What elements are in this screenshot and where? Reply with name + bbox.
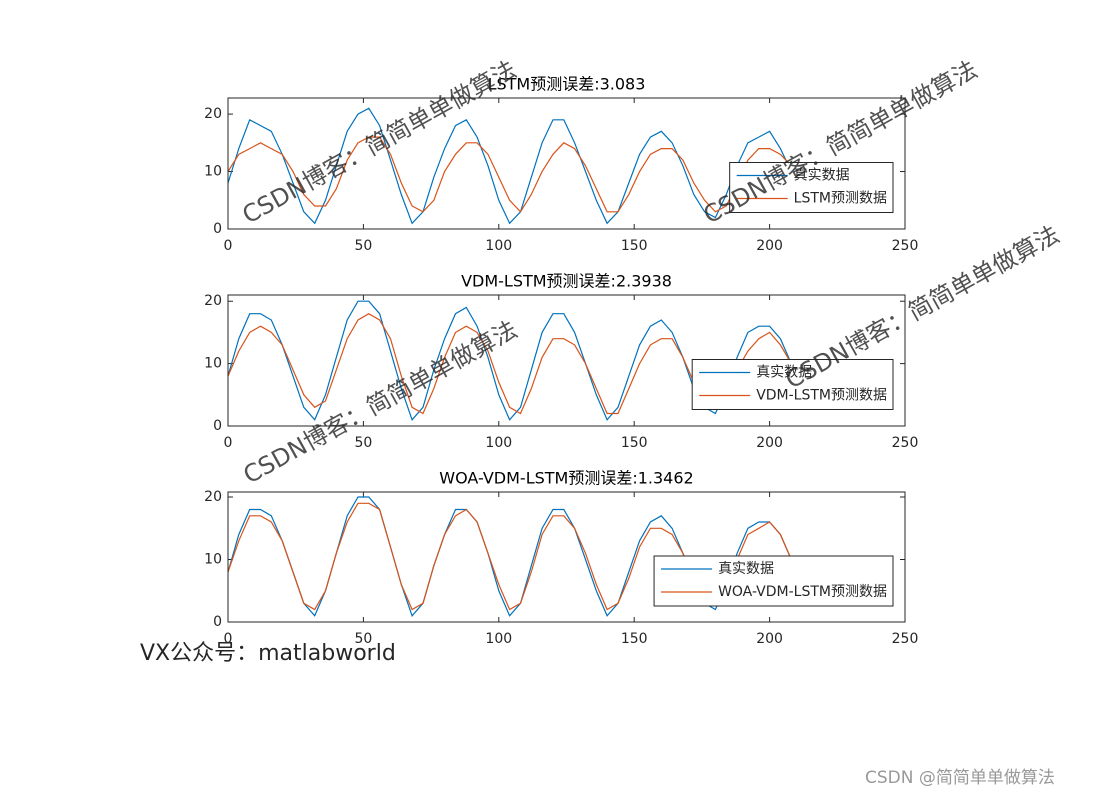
x-tick-label: 50 (354, 238, 372, 254)
legend-box (653, 555, 894, 607)
x-tick-label: 0 (224, 631, 233, 647)
axes-box (227, 294, 906, 427)
x-tick-label: 200 (756, 238, 783, 254)
x-tick-label: 100 (485, 435, 512, 451)
y-tick-label: 10 (204, 552, 222, 568)
footer-note: VX公众号：matlabworld (140, 641, 396, 666)
x-tick-label: 250 (892, 631, 919, 647)
legend-label: LSTM预测数据 (794, 191, 887, 207)
x-tick-label: 250 (892, 435, 919, 451)
y-tick-label: 0 (213, 418, 222, 434)
x-tick-label: 200 (756, 435, 783, 451)
axes-box (227, 97, 906, 230)
series-line (227, 107, 792, 225)
legend-label: 真实数据 (756, 365, 812, 381)
y-tick-label: 10 (204, 356, 222, 372)
legend-label: VDM-LSTM预测数据 (756, 388, 887, 404)
axes-box (227, 491, 906, 623)
x-tick-label: 50 (354, 631, 372, 647)
legend-box (729, 162, 894, 213)
y-tick-label: 0 (213, 221, 222, 237)
y-tick-label: 20 (204, 106, 222, 122)
x-tick-label: 200 (756, 631, 783, 647)
x-tick-label: 50 (354, 435, 372, 451)
chart-title: LSTM预测误差:3.083 (488, 75, 646, 94)
legend-label: 真实数据 (718, 561, 774, 577)
x-tick-label: 100 (485, 631, 512, 647)
x-tick-label: 150 (621, 631, 648, 647)
y-tick-label: 0 (213, 614, 222, 630)
legend: 真实数据 VDM-LSTM预测数据 (691, 359, 894, 410)
y-tick-label: 10 (204, 164, 222, 180)
chart-title: WOA-VDM-LSTM预测误差:1.3462 (439, 469, 693, 488)
x-tick-label: 0 (224, 238, 233, 254)
x-tick-label: 0 (224, 435, 233, 451)
legend: 真实数据 WOA-VDM-LSTM预测数据 (653, 555, 894, 607)
x-tick-label: 150 (621, 435, 648, 451)
legend: 真实数据 LSTM预测数据 (729, 162, 894, 213)
legend-label: 真实数据 (794, 168, 850, 184)
series-line (227, 136, 792, 213)
legend-box (691, 359, 894, 410)
y-tick-label: 20 (204, 293, 222, 309)
x-tick-label: 100 (485, 238, 512, 254)
credit: CSDN @简简单单做算法 (865, 768, 1055, 788)
x-tick-label: 150 (621, 238, 648, 254)
chart-title: VDM-LSTM预测误差:2.3938 (461, 272, 672, 291)
x-tick-label: 250 (892, 238, 919, 254)
legend-label: WOA-VDM-LSTM预测数据 (718, 584, 887, 600)
y-tick-label: 20 (204, 489, 222, 505)
